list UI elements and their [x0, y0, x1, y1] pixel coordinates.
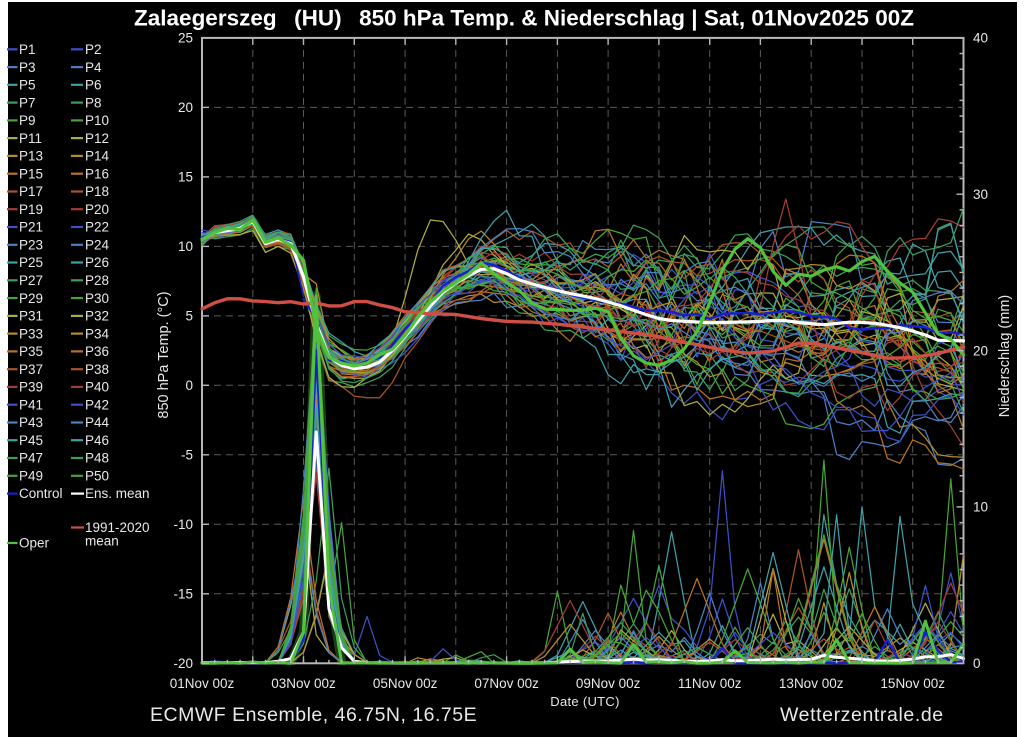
svg-text:P38: P38 [85, 362, 109, 377]
svg-text:0: 0 [185, 378, 193, 393]
svg-text:P3: P3 [19, 60, 36, 75]
svg-text:P31: P31 [19, 309, 43, 324]
svg-text:P47: P47 [19, 451, 43, 466]
svg-text:Date (UTC): Date (UTC) [550, 694, 619, 709]
svg-text:P28: P28 [85, 273, 109, 288]
svg-text:P6: P6 [85, 78, 102, 93]
svg-text:P11: P11 [19, 131, 42, 146]
svg-text:P19: P19 [19, 202, 43, 217]
svg-text:P46: P46 [85, 433, 109, 448]
svg-text:mean: mean [85, 534, 119, 549]
svg-text:P13: P13 [19, 149, 43, 164]
svg-text:P36: P36 [85, 344, 109, 359]
svg-text:P34: P34 [85, 326, 110, 341]
svg-text:ECMWF Ensemble, 46.75N, 16.75E: ECMWF Ensemble, 46.75N, 16.75E [150, 704, 477, 726]
svg-text:0: 0 [973, 656, 981, 671]
svg-text:10: 10 [973, 500, 988, 515]
svg-text:P40: P40 [85, 380, 109, 395]
svg-text:P39: P39 [19, 380, 43, 395]
svg-text:P9: P9 [19, 113, 36, 128]
svg-text:P33: P33 [19, 326, 43, 341]
svg-text:P50: P50 [85, 469, 109, 484]
svg-text:10: 10 [178, 239, 193, 254]
svg-text:P12: P12 [85, 131, 109, 146]
svg-text:850 hPa Temp. (°C): 850 hPa Temp. (°C) [156, 291, 172, 418]
svg-text:P18: P18 [85, 184, 109, 199]
svg-text:P1: P1 [19, 42, 36, 57]
svg-text:1991-2020: 1991-2020 [85, 520, 150, 535]
svg-text:07Nov 00z: 07Nov 00z [474, 676, 539, 691]
svg-text:25: 25 [178, 31, 193, 46]
svg-text:03Nov 00z: 03Nov 00z [271, 676, 336, 691]
svg-text:11Nov 00z: 11Nov 00z [678, 676, 742, 691]
svg-text:20: 20 [178, 100, 193, 115]
svg-text:P22: P22 [85, 220, 109, 235]
svg-text:P24: P24 [85, 238, 110, 253]
svg-text:P10: P10 [85, 113, 109, 128]
svg-text:-20: -20 [173, 656, 193, 671]
svg-text:P29: P29 [19, 291, 43, 306]
svg-text:Ens. mean: Ens. mean [85, 486, 150, 501]
svg-text:P4: P4 [85, 60, 102, 75]
svg-text:Niederschlag (mm): Niederschlag (mm) [997, 295, 1013, 417]
svg-text:P17: P17 [19, 184, 43, 199]
svg-text:-15: -15 [173, 587, 193, 602]
svg-text:P30: P30 [85, 291, 109, 306]
svg-text:P7: P7 [19, 95, 36, 110]
svg-text:5: 5 [185, 309, 193, 324]
svg-text:01Nov 00z: 01Nov 00z [170, 676, 235, 691]
svg-text:P2: P2 [85, 42, 102, 57]
svg-text:13Nov 00z: 13Nov 00z [779, 676, 844, 691]
svg-text:30: 30 [973, 187, 988, 202]
svg-text:15Nov 00z: 15Nov 00z [880, 676, 945, 691]
svg-text:P41: P41 [19, 397, 43, 412]
svg-text:P14: P14 [85, 149, 110, 164]
svg-text:P26: P26 [85, 255, 109, 270]
svg-text:P8: P8 [85, 95, 102, 110]
svg-text:P42: P42 [85, 397, 109, 412]
svg-text:P49: P49 [19, 469, 43, 484]
svg-text:40: 40 [973, 31, 988, 46]
svg-text:Zalaegerszeg (HU) 850 hPa Te: Zalaegerszeg (HU) 850 hPa Temp. & Nieder… [134, 6, 914, 31]
svg-text:P45: P45 [19, 433, 43, 448]
svg-text:09Nov 00z: 09Nov 00z [576, 676, 641, 691]
svg-text:P15: P15 [19, 166, 43, 181]
svg-text:P48: P48 [85, 451, 109, 466]
svg-text:P44: P44 [85, 415, 110, 430]
svg-text:P16: P16 [85, 166, 109, 181]
svg-text:-5: -5 [181, 448, 193, 463]
svg-text:P25: P25 [19, 255, 43, 270]
svg-text:05Nov 00z: 05Nov 00z [373, 676, 438, 691]
svg-text:P5: P5 [19, 78, 36, 93]
svg-text:Control: Control [19, 486, 63, 501]
svg-text:20: 20 [973, 343, 988, 358]
svg-text:P37: P37 [19, 362, 43, 377]
svg-text:P27: P27 [19, 273, 43, 288]
svg-text:15: 15 [178, 170, 193, 185]
svg-text:P43: P43 [19, 415, 43, 430]
svg-text:P20: P20 [85, 202, 109, 217]
svg-text:P23: P23 [19, 238, 43, 253]
svg-text:P35: P35 [19, 344, 43, 359]
svg-text:-10: -10 [173, 517, 193, 532]
svg-text:P21: P21 [19, 220, 43, 235]
svg-text:P32: P32 [85, 309, 109, 324]
svg-text:Wetterzentrale.de: Wetterzentrale.de [780, 704, 944, 726]
svg-text:Oper: Oper [19, 536, 50, 551]
